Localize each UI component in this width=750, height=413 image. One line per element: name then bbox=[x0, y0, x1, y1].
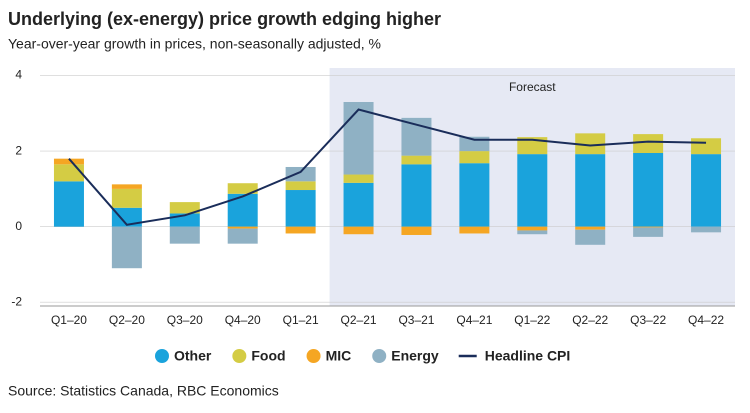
legend-swatch bbox=[372, 349, 387, 363]
bar-segment bbox=[575, 154, 606, 227]
x-tick-label: Q3–20 bbox=[167, 313, 203, 327]
x-tick-label: Q4–21 bbox=[456, 313, 492, 327]
x-tick-label: Q2–21 bbox=[341, 313, 377, 327]
x-tick-label: Q4–22 bbox=[688, 313, 724, 327]
bar-segment bbox=[633, 153, 664, 227]
bar-segment bbox=[459, 163, 490, 227]
x-tick-label: Q1–20 bbox=[51, 313, 87, 327]
bar-segment bbox=[111, 226, 142, 269]
bar-segment bbox=[401, 117, 432, 156]
bar-segment bbox=[227, 226, 258, 229]
legend-swatch bbox=[306, 349, 321, 363]
legend-label: Other bbox=[174, 348, 212, 364]
bar-segment bbox=[111, 184, 142, 189]
bar-segment bbox=[633, 134, 664, 153]
legend-swatch bbox=[232, 349, 247, 363]
bar-segment bbox=[285, 190, 316, 227]
bar-segment bbox=[401, 226, 432, 235]
bar-segment bbox=[169, 226, 200, 244]
bar-segment bbox=[169, 202, 200, 214]
x-tick-label: Q3–22 bbox=[630, 313, 666, 327]
legend-label: Energy bbox=[391, 348, 439, 364]
forecast-label: Forecast bbox=[509, 80, 556, 94]
bar-segment bbox=[691, 138, 722, 155]
bar-segment bbox=[575, 133, 606, 155]
x-tick-label: Q4–20 bbox=[225, 313, 261, 327]
bar-segment bbox=[227, 193, 258, 227]
legend-label: Headline CPI bbox=[485, 348, 571, 364]
chart-subtitle: Year-over-year growth in prices, non-sea… bbox=[8, 36, 381, 52]
bar-segment bbox=[633, 227, 664, 237]
line bbox=[68, 108, 707, 226]
bar-segment bbox=[111, 188, 142, 208]
bar-segment bbox=[285, 226, 316, 234]
legend-label: Food bbox=[251, 348, 285, 364]
bar-segment bbox=[53, 158, 84, 165]
bar-segment bbox=[575, 229, 606, 245]
bar-segment bbox=[459, 226, 490, 234]
bar-segment bbox=[575, 226, 606, 230]
bar-segment bbox=[517, 154, 548, 227]
bar-segment bbox=[285, 181, 316, 191]
x-tick-label: Q2–22 bbox=[572, 313, 608, 327]
bar-segment bbox=[53, 181, 84, 227]
y-tick-label: 4 bbox=[15, 68, 22, 82]
source: Source: Statistics Canada, RBC Economics bbox=[8, 383, 279, 399]
x-tick-label: Q3–21 bbox=[398, 313, 434, 327]
bar-segment bbox=[401, 164, 432, 227]
bar-segment bbox=[633, 226, 664, 228]
bar-segment bbox=[459, 151, 490, 164]
y-tick-label: -2 bbox=[11, 294, 22, 308]
bar-segment bbox=[227, 183, 258, 194]
x-tick-label: Q1–22 bbox=[514, 313, 550, 327]
bar-segment bbox=[343, 102, 374, 175]
bar-segment bbox=[285, 166, 316, 182]
bar-segment bbox=[691, 226, 722, 233]
bar-segment bbox=[343, 182, 374, 227]
y-tick-label: 0 bbox=[15, 219, 22, 233]
bar-segment bbox=[517, 230, 548, 235]
y-tick-label: 2 bbox=[15, 143, 22, 157]
bar-segment bbox=[401, 155, 432, 165]
legend-swatch bbox=[155, 349, 169, 363]
bar-segment bbox=[111, 207, 142, 227]
x-tick-label: Q1–21 bbox=[283, 313, 319, 327]
legend-label: MIC bbox=[326, 348, 352, 364]
bar-segment bbox=[517, 226, 548, 231]
chart-title: Underlying (ex-energy) price growth edgi… bbox=[8, 9, 441, 29]
bar-segment bbox=[343, 226, 374, 235]
bar-segment bbox=[691, 154, 722, 227]
bar-segment bbox=[227, 228, 258, 244]
bar-segment bbox=[53, 164, 84, 182]
x-tick-label: Q2–20 bbox=[109, 313, 145, 327]
bar-segment bbox=[343, 174, 374, 183]
